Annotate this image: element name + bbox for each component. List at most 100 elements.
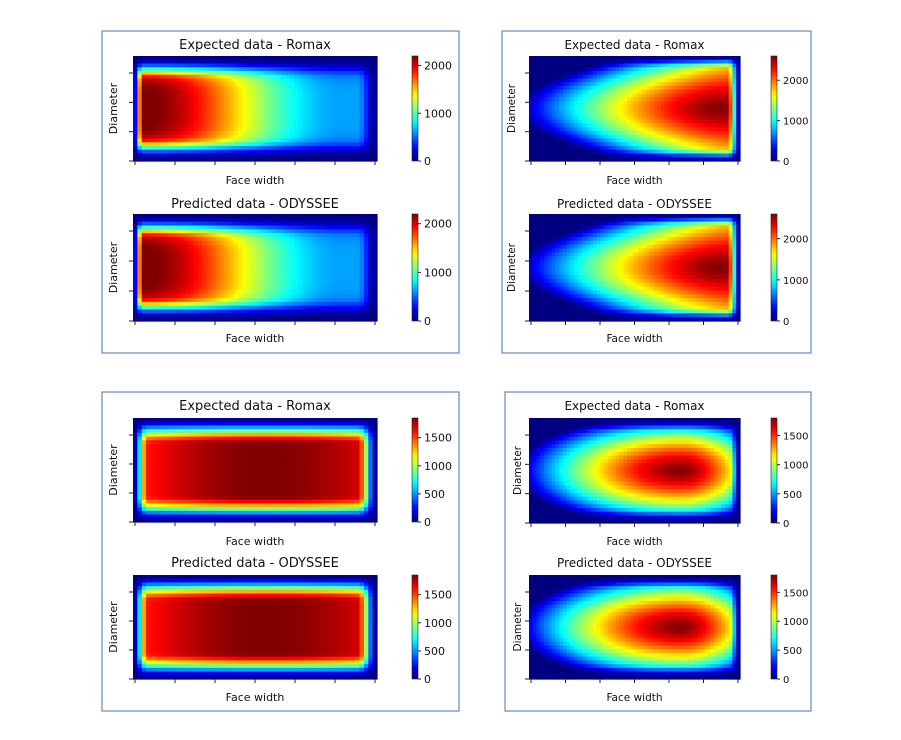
heatmap-cell: [732, 221, 737, 227]
heatmap-cell: [237, 236, 243, 242]
heatmap-cell: [664, 138, 670, 143]
heatmap-cell: [159, 119, 165, 125]
heatmap-cell: [215, 256, 221, 261]
heatmap-cell: [276, 153, 282, 158]
heatmap-cell: [276, 275, 282, 280]
heatmap-cell: [672, 101, 677, 106]
heatmap-cell: [724, 153, 730, 158]
heatmap-cell: [540, 67, 545, 72]
heatmap-cell: [687, 221, 692, 227]
heatmap-cell: [596, 112, 602, 117]
heatmap-cell: [268, 59, 274, 65]
heatmap-cell: [333, 82, 339, 87]
heatmap-cell: [581, 127, 587, 132]
heatmap-cell: [562, 134, 568, 140]
heatmap-cell: [706, 104, 711, 110]
heatmap-cell: [694, 149, 700, 155]
heatmap-cell: [276, 104, 282, 110]
heatmap-cell: [653, 93, 658, 98]
heatmap-cell: [276, 71, 282, 76]
heatmap-cell: [721, 153, 726, 158]
heatmap-cell: [246, 134, 252, 140]
heatmap-cell: [660, 157, 666, 162]
heatmap-cell: [294, 56, 300, 61]
heatmap-cell: [211, 63, 217, 68]
heatmap-cell: [638, 89, 643, 95]
heatmap-cell: [268, 309, 274, 314]
heatmap-cell: [619, 146, 624, 151]
heatmap-cell: [359, 263, 365, 269]
heatmap-cell: [228, 101, 234, 106]
heatmap-cell: [211, 294, 217, 299]
heatmap-cell: [608, 127, 613, 132]
heatmap-cell: [215, 108, 221, 113]
heatmap-cell: [276, 282, 282, 288]
heatmap-cell: [198, 63, 204, 68]
heatmap-cell: [593, 225, 598, 230]
heatmap-cell: [302, 313, 308, 318]
heatmap-cell: [163, 142, 169, 147]
heatmap-cell: [566, 74, 572, 80]
heatmap-cell: [146, 74, 152, 80]
heatmap-cell: [687, 217, 692, 223]
heatmap-cell: [555, 157, 560, 162]
heatmap-cell: [150, 59, 156, 65]
heatmap-cell: [211, 78, 217, 83]
heatmap-cell: [215, 153, 221, 158]
heatmap-cell: [198, 301, 204, 307]
heatmap-cell: [298, 313, 304, 318]
heatmap-cell: [702, 56, 707, 61]
heatmap-cell: [350, 298, 356, 303]
heatmap-cell: [228, 252, 234, 257]
heatmap-cell: [176, 275, 182, 280]
heatmap-cell: [536, 225, 541, 230]
heatmap-cell: [544, 131, 549, 136]
heatmap-cell: [732, 89, 737, 95]
heatmap-cell: [194, 313, 199, 318]
heatmap-cell: [577, 78, 583, 83]
heatmap-cell: [346, 63, 352, 68]
heatmap-cell: [333, 229, 339, 234]
heatmap-cell: [333, 294, 339, 299]
heatmap-cell: [683, 93, 688, 98]
heatmap-cell: [596, 217, 602, 223]
heatmap-cell: [276, 313, 282, 318]
heatmap-cell: [167, 157, 173, 162]
heatmap-cell: [146, 240, 152, 246]
heatmap-cell: [185, 286, 191, 292]
heatmap-cell: [272, 142, 278, 147]
heatmap-cell: [146, 214, 152, 219]
heatmap-cell: [263, 252, 269, 257]
heatmap-cell: [604, 146, 609, 151]
heatmap-cell: [172, 116, 178, 121]
heatmap-cell: [664, 82, 670, 87]
heatmap-cell: [202, 267, 208, 272]
heatmap-cell: [724, 59, 730, 65]
heatmap-cell: [137, 127, 143, 132]
heatmap-cell: [163, 217, 169, 223]
heatmap-cell: [194, 309, 199, 314]
heatmap-cell: [198, 214, 204, 219]
heatmap-cell: [547, 112, 553, 117]
heatmap-cell: [570, 86, 575, 91]
heatmap-cell: [133, 123, 138, 128]
heatmap-cell: [363, 313, 369, 318]
heatmap-cell: [133, 146, 138, 151]
heatmap-cell: [285, 112, 291, 117]
heatmap-cell: [736, 97, 741, 102]
heatmap-cell: [585, 142, 590, 147]
heatmap-cell: [316, 309, 321, 314]
heatmap-cell: [664, 131, 670, 136]
heatmap-cell: [350, 146, 356, 151]
heatmap-cell: [359, 112, 365, 117]
heatmap-cell: [146, 317, 152, 322]
heatmap-cell: [577, 74, 583, 80]
heatmap-cell: [529, 112, 534, 117]
heatmap-cell: [626, 67, 632, 72]
heatmap-cell: [581, 134, 587, 140]
heatmap-cell: [532, 56, 538, 61]
heatmap-cell: [294, 59, 300, 65]
heatmap-cell: [342, 290, 348, 295]
heatmap-cell: [634, 78, 639, 83]
colorbar-tick-label: 1000: [424, 266, 452, 279]
